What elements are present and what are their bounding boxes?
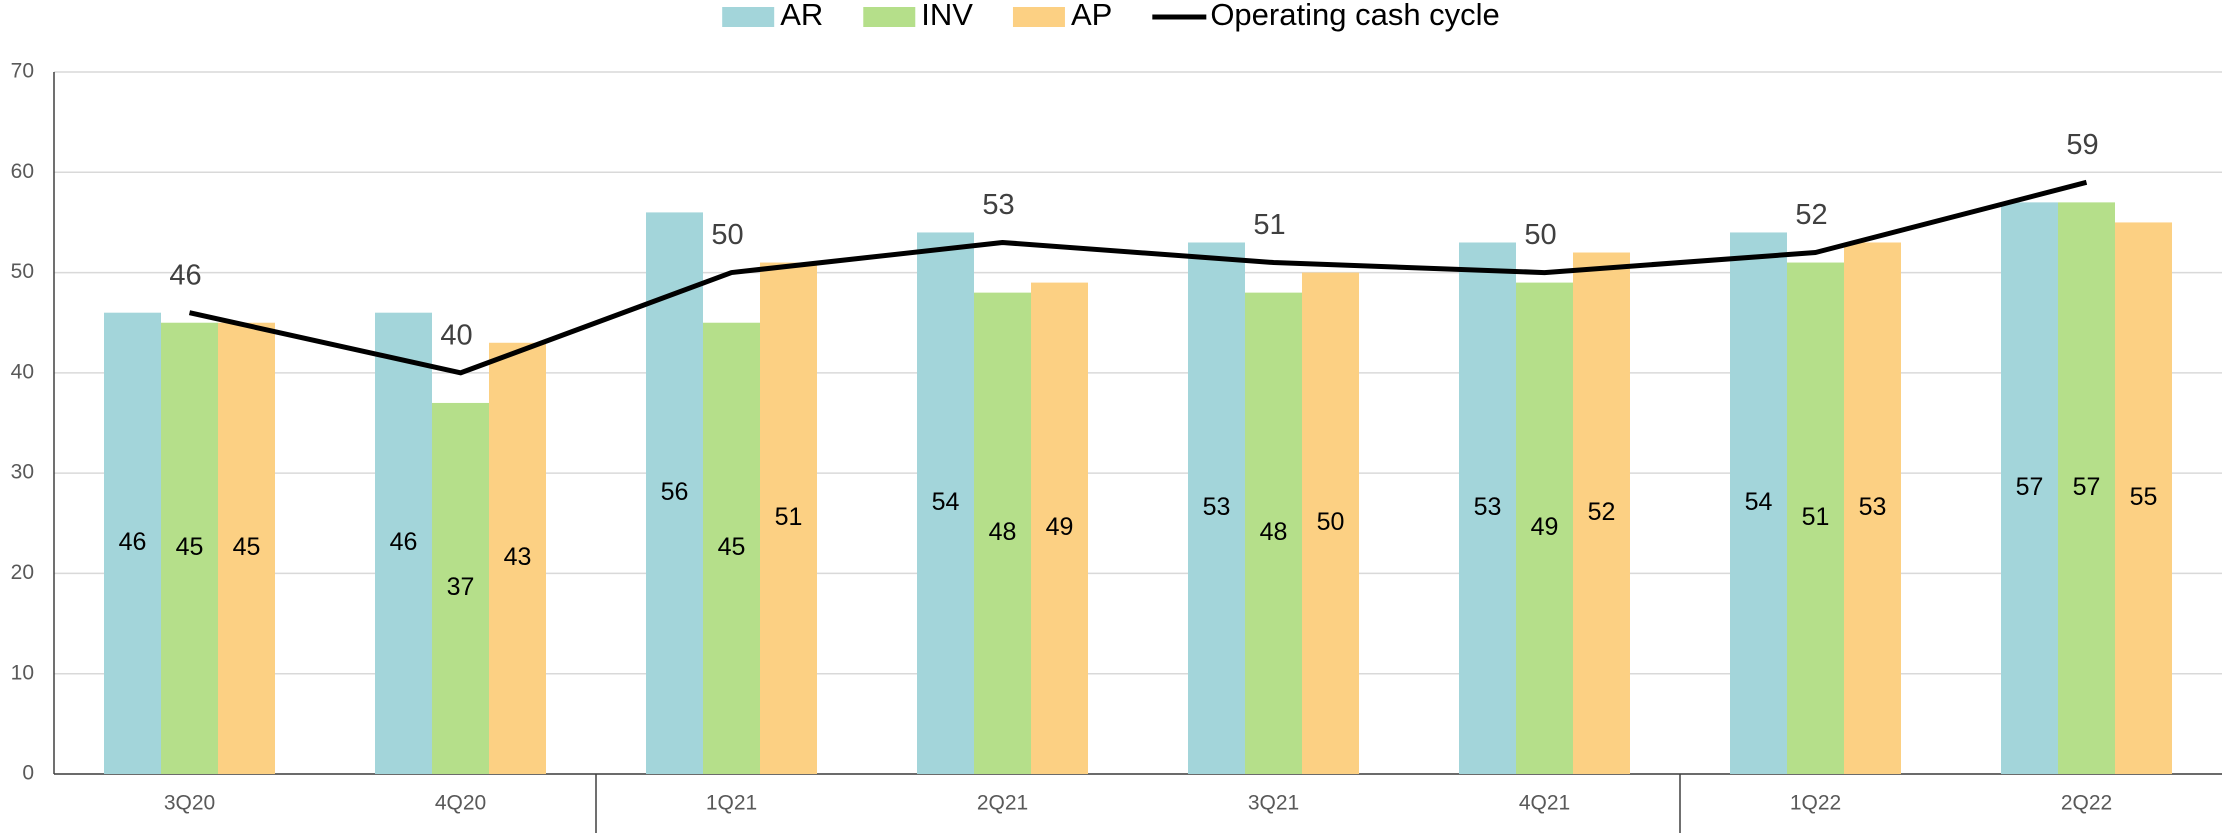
bar <box>218 322 275 774</box>
bar-label: 45 <box>176 533 204 561</box>
bar-label: 46 <box>119 528 147 556</box>
bar <box>974 292 1031 774</box>
bar <box>2001 202 2058 774</box>
y-tick-label: 10 <box>11 661 34 684</box>
bar-label: 53 <box>1474 493 1502 521</box>
bar <box>646 212 703 774</box>
bar <box>760 262 817 774</box>
x-tick-label: 3Q20 <box>164 792 215 815</box>
bar-label: 45 <box>718 533 746 561</box>
x-tick-label: 1Q22 <box>1790 792 1841 815</box>
bar <box>917 232 974 774</box>
line-label: 40 <box>440 320 472 352</box>
line-label: 50 <box>711 219 743 251</box>
y-tick-label: 70 <box>11 60 34 83</box>
bar-label: 49 <box>1531 513 1559 541</box>
bar-label: 48 <box>1260 518 1288 546</box>
y-tick-label: 40 <box>11 360 34 383</box>
y-tick-label: 20 <box>11 561 34 584</box>
bar-label: 57 <box>2073 473 2101 501</box>
y-tick-label: 0 <box>22 762 34 785</box>
x-tick-label: 1Q21 <box>706 792 757 815</box>
line-label: 50 <box>1524 219 1556 251</box>
bar <box>1245 292 1302 774</box>
bar-label: 52 <box>1588 498 1616 526</box>
bar <box>489 342 546 774</box>
bar-label: 53 <box>1203 493 1231 521</box>
line-label: 52 <box>1795 199 1827 231</box>
bar-label: 51 <box>775 503 803 531</box>
line-label: 46 <box>169 259 201 291</box>
bar <box>1516 282 1573 774</box>
bar <box>1302 272 1359 774</box>
y-tick-label: 50 <box>11 260 34 283</box>
bar <box>2115 222 2172 774</box>
bar-label: 57 <box>2016 473 2044 501</box>
y-tick-label: 30 <box>11 461 34 484</box>
legend-swatch <box>863 7 916 27</box>
line-label: 59 <box>2066 129 2098 161</box>
bar <box>1459 242 1516 774</box>
bar-label: 37 <box>447 573 475 601</box>
bar <box>104 312 161 774</box>
bar <box>1031 282 1088 774</box>
bar-label: 53 <box>1859 493 1887 521</box>
legend-label: AR <box>780 0 823 32</box>
bar <box>161 322 218 774</box>
bar-label: 46 <box>390 528 418 556</box>
bar-label: 55 <box>2130 483 2158 511</box>
bar-label: 48 <box>989 518 1017 546</box>
bar <box>1844 242 1901 774</box>
legend-swatch <box>1012 7 1065 27</box>
x-tick-label: 2Q21 <box>977 792 1028 815</box>
bar-label: 51 <box>1802 503 1830 531</box>
bar <box>703 322 760 774</box>
line-label: 53 <box>982 189 1014 221</box>
x-tick-label: 3Q21 <box>1248 792 1299 815</box>
bar-label: 45 <box>233 533 261 561</box>
bar <box>1730 232 1787 774</box>
x-tick-label: 4Q20 <box>435 792 486 815</box>
bar <box>1573 252 1630 774</box>
bar-label: 49 <box>1046 513 1074 541</box>
line <box>188 179 2088 376</box>
bar <box>1188 242 1245 774</box>
x-tick-label: 2Q22 <box>2061 792 2112 815</box>
bar <box>432 402 489 774</box>
bar-label: 54 <box>932 488 960 516</box>
bar <box>1787 262 1844 774</box>
legend-label: AP <box>1071 0 1112 32</box>
bar <box>2058 202 2115 774</box>
legend: AR INV AP Operating cash cycle <box>722 0 1500 32</box>
legend-swatch <box>722 7 775 27</box>
x-tick-label: 4Q21 <box>1519 792 1570 815</box>
bar-label: 50 <box>1317 508 1345 536</box>
legend-label: Operating cash cycle <box>1210 0 1499 32</box>
bar <box>375 312 432 774</box>
line-label: 51 <box>1253 209 1285 241</box>
y-tick-label: 60 <box>11 160 34 183</box>
legend-label: INV <box>921 0 973 32</box>
bar-label: 43 <box>504 543 532 571</box>
bar-label: 56 <box>661 478 689 506</box>
bar-label: 54 <box>1745 488 1773 516</box>
